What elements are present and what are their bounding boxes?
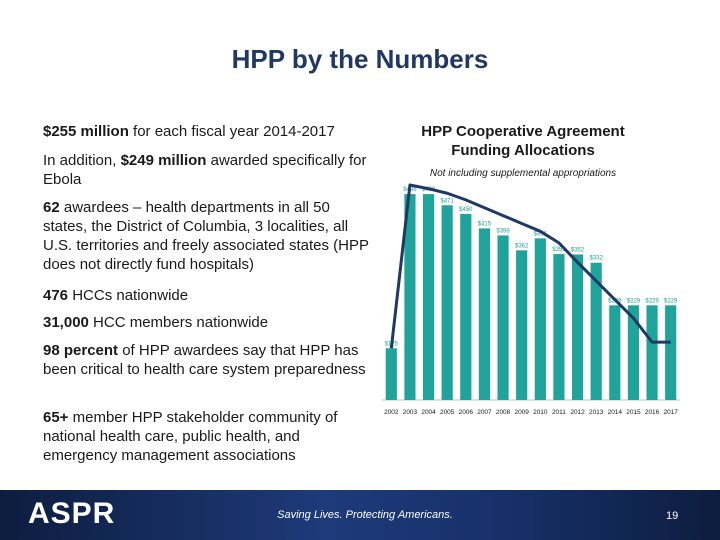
- bar-2015: [627, 305, 640, 400]
- data-label-2015: $229: [627, 298, 641, 304]
- x-tick-label-2016: 2016: [645, 409, 660, 416]
- bullet-hccs: 476 HCCs nationwide: [43, 286, 373, 305]
- bullet-bold: $249 million: [120, 152, 207, 169]
- bullet-bold: 62: [43, 199, 60, 216]
- data-label-2010: $391: [534, 231, 548, 237]
- bullet-ebola: In addition, $249 million awarded specif…: [43, 151, 373, 189]
- bar-2010: [534, 238, 546, 400]
- data-label-2009: $362: [515, 243, 529, 249]
- x-tick-label-2002: 2002: [384, 409, 399, 416]
- bar-2013: [590, 262, 602, 400]
- x-tick-label-2003: 2003: [403, 409, 418, 416]
- bullet-funding: $255 million for each fiscal year 2014-2…: [43, 122, 373, 141]
- page-number: 19: [666, 510, 679, 522]
- bullet-bold: 31,000: [43, 314, 89, 331]
- bar-2007: [478, 228, 491, 400]
- bar-2011: [553, 254, 565, 400]
- bullet-text: HCC members nationwide: [88, 314, 269, 331]
- footer-tagline: Saving Lives. Protecting Americans.: [277, 509, 453, 521]
- bullet-text: awardees – health departments in all 50 …: [43, 199, 369, 273]
- bullet-text: awarded specifically for Ebola: [43, 152, 367, 188]
- bullet-bold: $255 million: [43, 123, 129, 140]
- bullet-awardees: 62 awardees – health departments in all …: [43, 198, 373, 274]
- data-label-2012: $352: [571, 247, 585, 253]
- bullet-stakeholders: 65+ member HPP stakeholder community of …: [43, 408, 373, 465]
- bullet-bold: 98 percent: [43, 342, 119, 359]
- bar-2003: [404, 194, 416, 400]
- bar-2012: [571, 254, 584, 400]
- x-tick-label-2004: 2004: [421, 409, 436, 416]
- x-tick-label-2006: 2006: [459, 409, 474, 416]
- bar-2009: [516, 250, 528, 400]
- data-label-2016: $229: [645, 298, 659, 304]
- data-label-2007: $415: [478, 221, 492, 227]
- x-tick-label-2009: 2009: [514, 409, 529, 416]
- chart-title: HPP Cooperative Agreement Funding Alloca…: [421, 123, 625, 159]
- x-tick-label-2013: 2013: [589, 409, 604, 416]
- bullet-pre: In addition,: [43, 152, 121, 169]
- data-label-2006: $450: [459, 207, 473, 213]
- bar-2008: [497, 235, 509, 400]
- bullet-percent: 98 percent of HPP awardees say that HPP …: [43, 341, 373, 379]
- bullet-text: HCCs nationwide: [68, 287, 189, 304]
- x-tick-label-2008: 2008: [496, 409, 511, 416]
- bullet-bold: 476: [43, 287, 69, 304]
- bullet-text: of HPP awardees say that HPP has been cr…: [43, 342, 366, 378]
- bar-2002: [385, 348, 397, 400]
- data-label-2017: $229: [664, 298, 678, 304]
- data-label-2005: $471: [441, 198, 455, 204]
- x-tick-label-2005: 2005: [440, 409, 455, 416]
- bullet-members: 31,000 HCC members nationwide: [43, 313, 373, 332]
- bar-2004: [422, 194, 435, 400]
- bar-2006: [460, 213, 472, 400]
- bullet-text: member HPP stakeholder community of nati…: [43, 409, 338, 464]
- bar-2016: [646, 305, 658, 400]
- x-tick-label-2017: 2017: [663, 409, 678, 416]
- footer-bar: [0, 490, 720, 540]
- funding-bar-chart: $1252002$4982003$4982004$4712005$4502006…: [382, 183, 680, 416]
- bullet-bold: 65+: [43, 409, 69, 426]
- x-tick-label-2007: 2007: [477, 409, 492, 416]
- chart-subtitle: Not including supplemental appropriation…: [429, 168, 617, 179]
- x-tick-label-2015: 2015: [626, 409, 641, 416]
- x-tick-label-2010: 2010: [533, 409, 548, 416]
- bar-2014: [609, 305, 621, 400]
- x-tick-label-2014: 2014: [608, 409, 623, 416]
- x-tick-label-2011: 2011: [552, 409, 566, 416]
- slide-title: HPP by the Numbers: [231, 44, 489, 74]
- bullet-text: for each fiscal year 2014-2017: [128, 123, 335, 140]
- bar-2017: [665, 305, 677, 400]
- bar-2005: [441, 205, 453, 400]
- data-label-2013: $332: [590, 256, 604, 262]
- x-tick-label-2012: 2012: [570, 409, 585, 416]
- data-label-2008: $398: [496, 228, 510, 234]
- aspr-logo: ASPR: [28, 497, 116, 530]
- data-label-2011: $353: [552, 247, 566, 253]
- trend-line: [389, 183, 671, 349]
